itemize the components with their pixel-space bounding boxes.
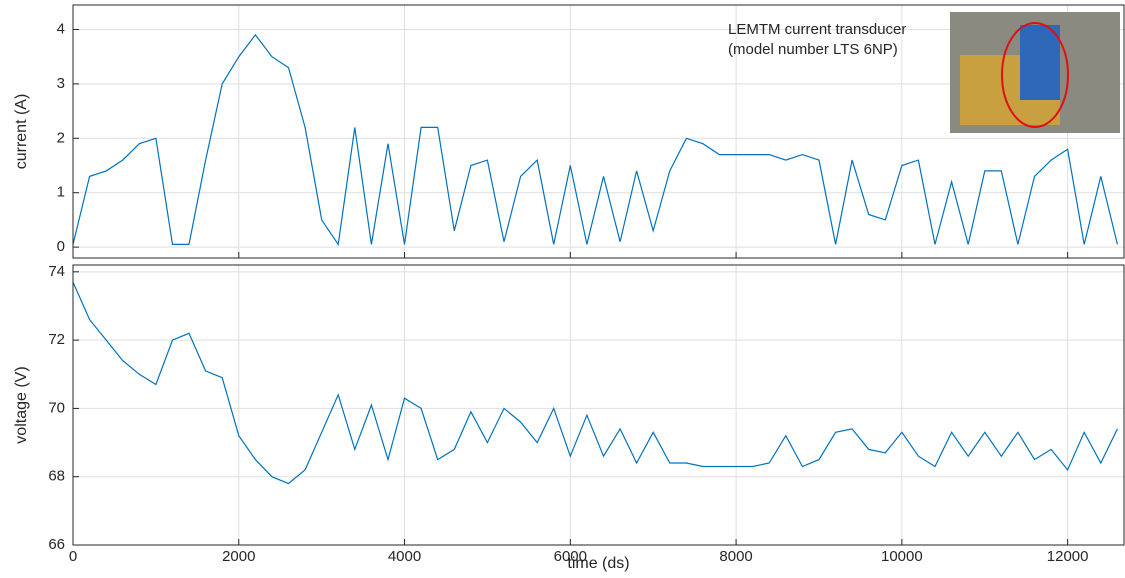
x-tick-label: 6000 [554, 548, 587, 565]
y-tick-label: 1 [57, 184, 65, 201]
y-tick-label: 74 [48, 263, 65, 280]
x-tick-label: 10000 [881, 548, 923, 565]
annotation: LEMTM current transducer [728, 21, 906, 38]
x-tick-label: 12000 [1047, 548, 1089, 565]
x-axis-label: time (ds) [567, 555, 629, 572]
axes-box [72, 264, 1125, 546]
y-tick-label: 4 [57, 20, 65, 37]
y-tick-label: 66 [48, 536, 65, 553]
photo-inset [950, 12, 1120, 133]
axes-box [72, 4, 1125, 259]
photo-sensor [1020, 25, 1060, 100]
annotation: (model number LTS 6NP) [728, 41, 898, 58]
y-tick-label: 0 [57, 238, 65, 255]
y-tick-label: 2 [57, 129, 65, 146]
x-tick-label: 4000 [388, 548, 421, 565]
y-axis-label: current (A) [13, 94, 30, 170]
y-tick-label: 68 [48, 468, 65, 485]
x-tick-label: 0 [69, 548, 77, 565]
x-tick-label: 8000 [719, 548, 752, 565]
y-tick-label: 72 [48, 331, 65, 348]
data-line [72, 33, 1118, 247]
photo-highlight [1001, 22, 1069, 128]
y-tick-label: 3 [57, 75, 65, 92]
data-line [72, 281, 1118, 485]
y-axis-label: voltage (V) [13, 366, 30, 443]
subplot: 0 2000 4000 6000 8000 10000 12000 66 68 70 72 74 vol… [13, 263, 1125, 572]
y-tick-label: 70 [48, 399, 65, 416]
x-tick-label: 2000 [222, 548, 255, 565]
